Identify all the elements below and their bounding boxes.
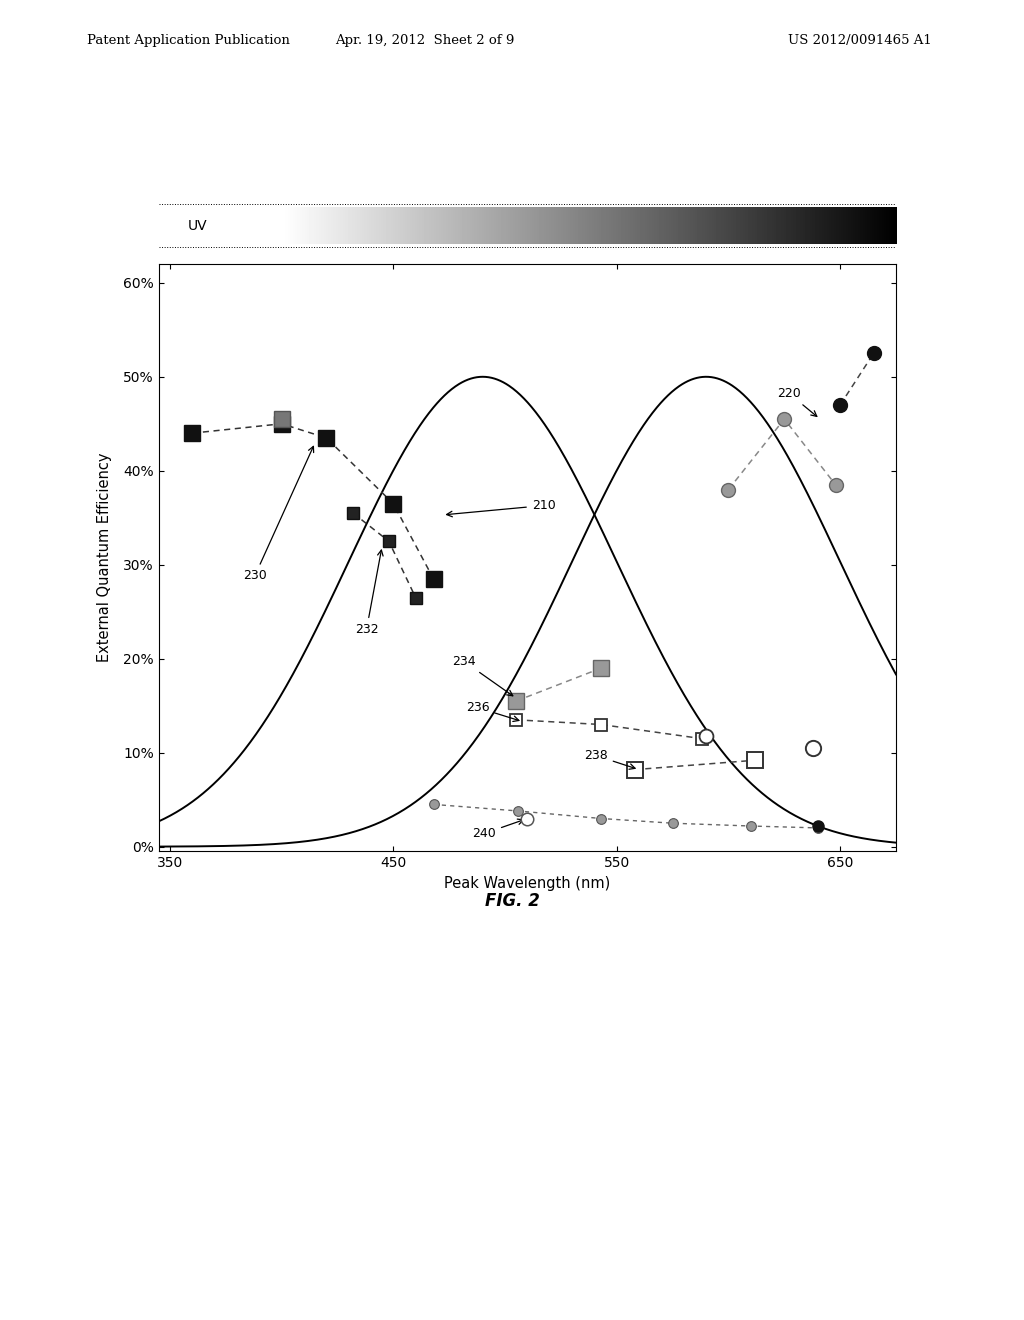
- Text: US 2012/0091465 A1: US 2012/0091465 A1: [788, 33, 932, 46]
- Text: 220: 220: [777, 387, 817, 416]
- Text: 232: 232: [354, 550, 383, 636]
- Text: FIG. 2: FIG. 2: [484, 891, 540, 909]
- Y-axis label: External Quantum Efficiency: External Quantum Efficiency: [97, 453, 112, 663]
- Text: Patent Application Publication: Patent Application Publication: [87, 33, 290, 46]
- Text: 236: 236: [466, 701, 519, 722]
- Text: Apr. 19, 2012  Sheet 2 of 9: Apr. 19, 2012 Sheet 2 of 9: [335, 33, 515, 46]
- Text: 240: 240: [472, 820, 523, 840]
- Text: 238: 238: [584, 748, 635, 770]
- X-axis label: Peak Wavelength (nm): Peak Wavelength (nm): [444, 875, 610, 891]
- Text: UV: UV: [188, 219, 208, 232]
- Text: 210: 210: [446, 499, 556, 517]
- Text: 234: 234: [453, 655, 513, 696]
- Text: 230: 230: [243, 446, 313, 582]
